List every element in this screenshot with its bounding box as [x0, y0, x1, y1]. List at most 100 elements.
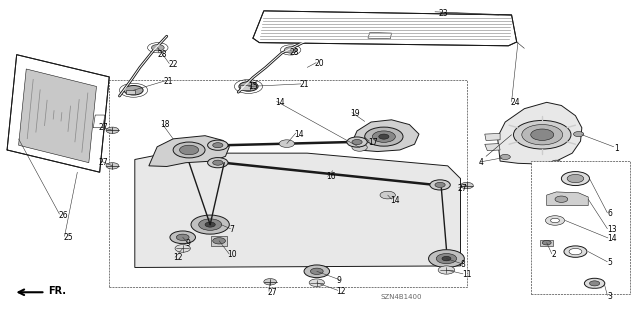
Circle shape [207, 140, 228, 150]
Circle shape [198, 219, 221, 230]
Circle shape [561, 172, 589, 186]
Circle shape [513, 121, 571, 149]
Circle shape [584, 278, 605, 288]
Circle shape [207, 158, 228, 168]
Text: 9: 9 [337, 276, 342, 285]
Circle shape [239, 82, 258, 91]
Polygon shape [540, 240, 553, 246]
Circle shape [436, 254, 457, 264]
Text: 28: 28 [290, 48, 300, 57]
Circle shape [461, 182, 473, 189]
Circle shape [435, 182, 445, 188]
Text: 23: 23 [438, 9, 448, 18]
Text: 11: 11 [462, 270, 471, 279]
Circle shape [545, 216, 564, 225]
Text: 1: 1 [614, 144, 618, 153]
Circle shape [175, 245, 190, 252]
Circle shape [531, 129, 554, 140]
Circle shape [310, 268, 323, 274]
Text: 9: 9 [186, 239, 191, 248]
Circle shape [522, 124, 563, 145]
Circle shape [542, 241, 551, 245]
Circle shape [347, 137, 367, 147]
Circle shape [352, 139, 362, 145]
Text: 3: 3 [607, 292, 612, 301]
Circle shape [279, 140, 294, 147]
Polygon shape [547, 192, 588, 205]
Text: 16: 16 [326, 173, 336, 182]
Text: 19: 19 [351, 109, 360, 118]
Text: 21: 21 [164, 77, 173, 86]
Text: 27: 27 [268, 288, 277, 297]
Polygon shape [126, 90, 135, 94]
Circle shape [321, 28, 332, 33]
Polygon shape [253, 11, 516, 46]
Text: 28: 28 [158, 49, 167, 59]
Circle shape [500, 154, 510, 160]
Text: 27: 27 [99, 123, 108, 132]
Text: 12: 12 [336, 287, 346, 296]
Text: 14: 14 [390, 196, 400, 205]
Text: 12: 12 [173, 254, 182, 263]
Polygon shape [7, 55, 109, 172]
Circle shape [442, 256, 451, 261]
Circle shape [176, 234, 189, 241]
Polygon shape [149, 136, 229, 167]
Polygon shape [484, 144, 500, 151]
Circle shape [304, 265, 330, 278]
Circle shape [205, 222, 215, 227]
Polygon shape [368, 33, 392, 39]
Circle shape [429, 250, 465, 268]
Text: 7: 7 [229, 225, 234, 234]
Circle shape [106, 127, 119, 133]
Text: 21: 21 [300, 80, 309, 89]
Text: 6: 6 [607, 209, 612, 218]
Text: 15: 15 [248, 82, 258, 91]
Circle shape [555, 196, 568, 202]
Text: FR.: FR. [49, 286, 67, 296]
Circle shape [567, 174, 584, 183]
Circle shape [284, 47, 297, 53]
Text: 17: 17 [368, 137, 378, 146]
Circle shape [365, 127, 403, 146]
Polygon shape [497, 102, 582, 164]
Text: 8: 8 [461, 260, 465, 270]
Text: 4: 4 [478, 158, 483, 167]
Text: 27: 27 [458, 184, 467, 193]
Text: 20: 20 [315, 59, 324, 68]
Text: 14: 14 [275, 98, 285, 107]
Circle shape [564, 246, 587, 257]
Circle shape [309, 279, 324, 286]
Circle shape [212, 238, 225, 244]
Circle shape [179, 145, 198, 155]
Circle shape [152, 45, 164, 51]
Circle shape [573, 131, 584, 137]
Text: 2: 2 [551, 250, 556, 259]
Polygon shape [135, 153, 461, 268]
Text: 24: 24 [510, 98, 520, 107]
Circle shape [191, 215, 229, 234]
Polygon shape [351, 120, 419, 152]
Text: 27: 27 [99, 158, 108, 167]
Circle shape [551, 160, 561, 165]
Polygon shape [19, 69, 97, 163]
Circle shape [106, 163, 119, 169]
Text: 22: 22 [168, 60, 177, 69]
Text: 10: 10 [227, 250, 237, 259]
Circle shape [438, 266, 455, 274]
Polygon shape [211, 236, 227, 246]
Circle shape [264, 278, 276, 285]
Bar [109, 80, 467, 287]
Text: 14: 14 [294, 130, 304, 138]
Circle shape [569, 249, 582, 255]
Circle shape [380, 191, 396, 199]
Polygon shape [93, 115, 105, 128]
Text: 25: 25 [63, 233, 73, 242]
Circle shape [124, 85, 143, 95]
Polygon shape [240, 85, 250, 90]
Text: 13: 13 [607, 225, 617, 234]
Text: 5: 5 [607, 258, 612, 267]
Circle shape [170, 231, 195, 244]
Circle shape [550, 218, 559, 223]
Circle shape [352, 144, 367, 151]
